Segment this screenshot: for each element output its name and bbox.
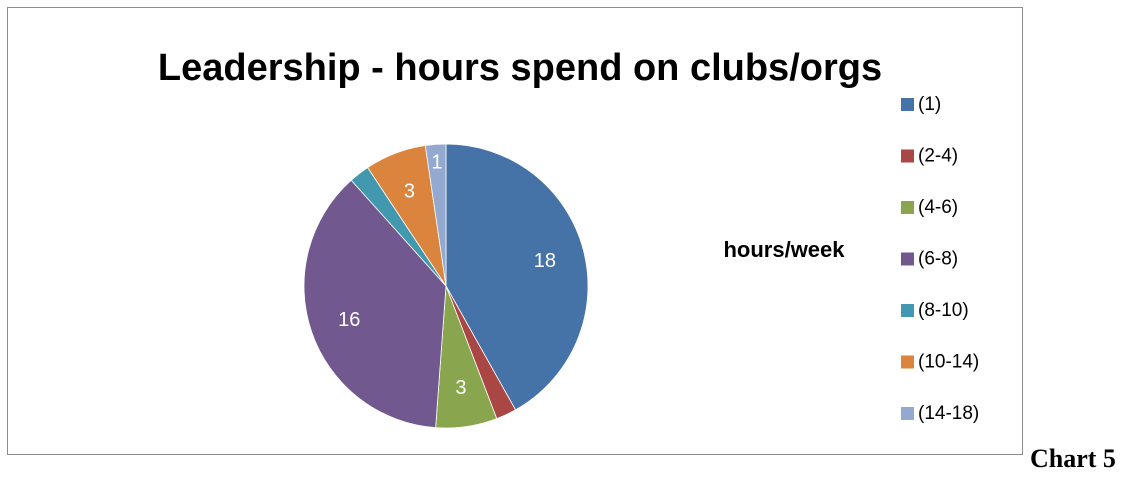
legend-swatch-3: [901, 201, 914, 214]
pie-slices: [303, 143, 589, 429]
chart-caption: Chart 5: [1030, 444, 1116, 473]
legend-label-6: (10-14): [918, 352, 979, 373]
legend-label-7: (14-18): [918, 403, 979, 424]
chart-title: Leadership - hours spend on clubs/orgs: [158, 47, 882, 89]
data-label-3: 3: [455, 377, 466, 399]
pie-slice-7: [424, 143, 447, 287]
legend-label-3: (4-6): [918, 197, 958, 218]
legend-swatch-6: [901, 355, 914, 369]
data-label-6: 3: [404, 181, 415, 203]
legend: (1) (2-4) (4-6) (6-8) (8-10) (10-14) (14-18): [901, 94, 979, 424]
legend-swatch-5: [901, 304, 914, 317]
legend-label-4: (6-8): [918, 249, 958, 270]
pie-slice-4: [303, 179, 447, 429]
pie-chart: Leadership - hours spend on clubs/orgs 1…: [158, 47, 979, 429]
data-label-4: 16: [338, 309, 360, 331]
data-label-1: 18: [534, 250, 556, 272]
data-label-7: 1: [431, 151, 442, 173]
legend-swatch-4: [901, 252, 914, 266]
legend-swatch-2: [901, 149, 914, 163]
legend-swatch-7: [901, 407, 914, 420]
chart-frame: Leadership - hours spend on clubs/orgs 1…: [7, 7, 1023, 455]
legend-label-5: (8-10): [918, 300, 969, 321]
pie-slice-1: [445, 143, 589, 411]
legend-swatch-1: [901, 98, 914, 111]
legend-label-2: (2-4): [918, 146, 958, 167]
series-label: hours/week: [723, 237, 845, 262]
legend-label-1: (1): [918, 94, 941, 115]
